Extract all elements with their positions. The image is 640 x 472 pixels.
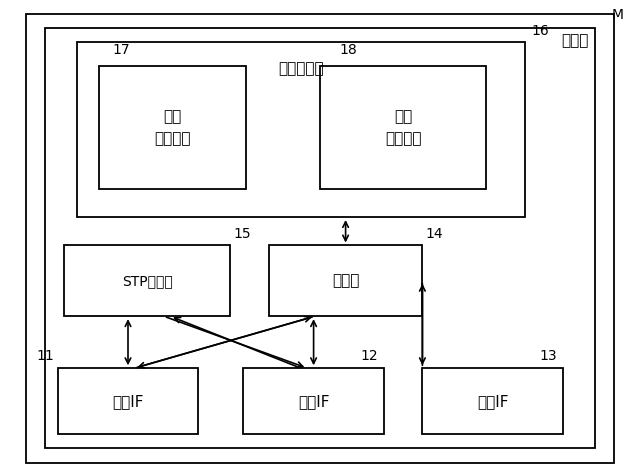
Bar <box>243 368 384 434</box>
Text: 15: 15 <box>234 227 252 241</box>
Text: 12: 12 <box>360 349 378 363</box>
Text: 端末
テーブル: 端末 テーブル <box>385 109 422 146</box>
Bar <box>77 42 525 217</box>
Text: 18: 18 <box>339 42 357 57</box>
Text: 16: 16 <box>531 24 549 38</box>
Text: 経路
テーブル: 経路 テーブル <box>154 109 191 146</box>
Bar <box>320 66 486 189</box>
Text: 転送部: 転送部 <box>332 273 359 288</box>
Text: 11: 11 <box>36 349 54 363</box>
Bar <box>45 28 595 448</box>
Text: 無線IF: 無線IF <box>477 394 509 409</box>
Text: STP制御部: STP制御部 <box>122 274 173 288</box>
Text: 経路制御部: 経路制御部 <box>278 61 324 76</box>
Text: 14: 14 <box>426 227 444 241</box>
Text: 無線IF: 無線IF <box>298 394 330 409</box>
Text: M: M <box>612 8 624 23</box>
Bar <box>99 66 246 189</box>
Text: 13: 13 <box>539 349 557 363</box>
Bar <box>422 368 563 434</box>
Bar <box>58 368 198 434</box>
Bar <box>269 245 422 316</box>
Text: 有線IF: 有線IF <box>112 394 144 409</box>
Text: 基地局: 基地局 <box>561 33 589 48</box>
Text: 17: 17 <box>112 42 130 57</box>
Bar <box>64 245 230 316</box>
